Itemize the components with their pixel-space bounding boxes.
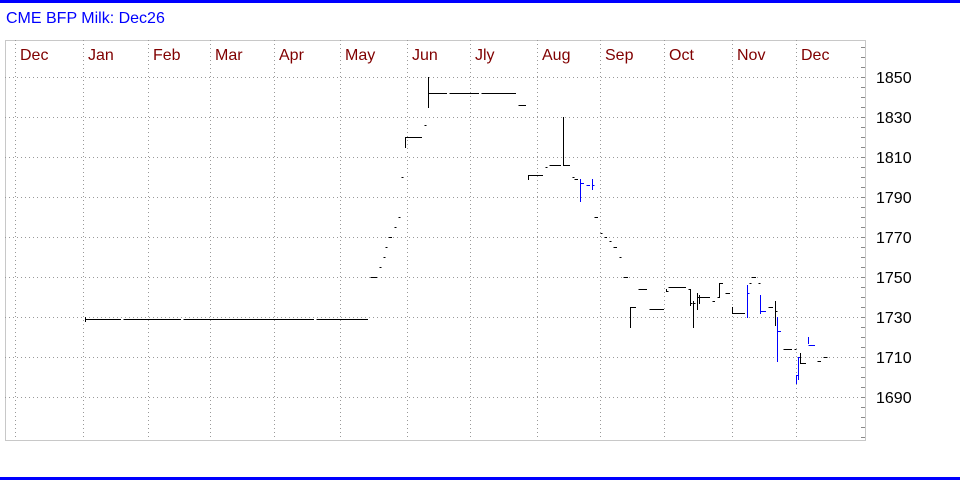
x-tick-label: Nov — [737, 47, 765, 64]
x-tick-label: Aug — [542, 47, 570, 64]
y-tick-label: 1850 — [876, 70, 912, 87]
x-tick-label: Mar — [215, 47, 243, 64]
top-frame-line — [0, 0, 960, 3]
y-tick-label: 1790 — [876, 190, 912, 207]
y-tick-label: 1710 — [876, 350, 912, 367]
x-tick-label: Feb — [153, 47, 181, 64]
x-tick-label: Dec — [801, 47, 829, 64]
bottom-frame-line — [0, 477, 960, 480]
x-tick-label: May — [345, 47, 375, 64]
x-tick-label: Jly — [475, 47, 495, 64]
y-tick-label: 1690 — [876, 390, 912, 407]
y-tick-label: 1750 — [876, 270, 912, 287]
y-tick-label: 1770 — [876, 230, 912, 247]
x-tick-label: Jan — [88, 47, 114, 64]
chart-title: CME BFP Milk: Dec26 — [6, 10, 165, 27]
y-tick-label: 1810 — [876, 150, 912, 167]
x-tick-label: Dec — [20, 47, 48, 64]
x-tick-label: Oct — [669, 47, 694, 64]
y-tick-label: 1830 — [876, 110, 912, 127]
x-tick-label: Sep — [605, 47, 634, 64]
x-tick-label: Jun — [412, 47, 438, 64]
y-tick-label: 1730 — [876, 310, 912, 327]
x-tick-label: Apr — [279, 47, 305, 64]
plot-frame — [5, 40, 866, 441]
